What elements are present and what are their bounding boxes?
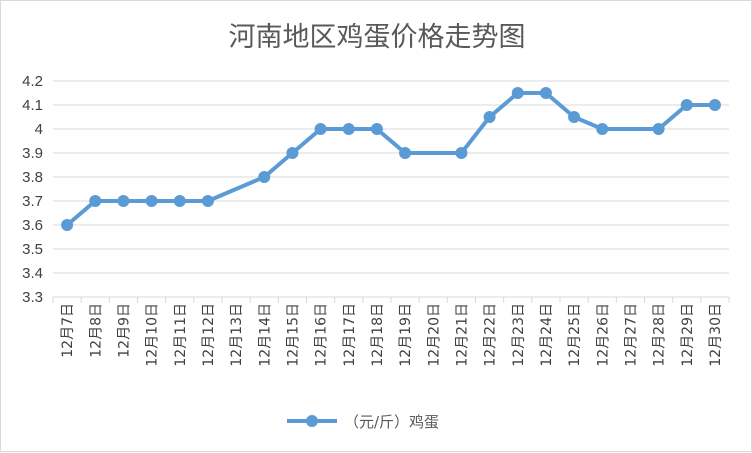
x-tick-label: 12月11日 <box>173 303 189 367</box>
data-point <box>539 87 552 99</box>
x-tick-label: 12月27日 <box>623 303 639 367</box>
x-tick-label: 12月17日 <box>342 303 358 367</box>
data-point <box>568 111 581 123</box>
y-tick-label: 3.8 <box>22 169 43 186</box>
legend-label: （元/斤）鸡蛋 <box>344 413 439 431</box>
x-tick-label: 12月20日 <box>426 303 442 367</box>
data-point <box>117 195 130 207</box>
y-tick-label: 4.2 <box>22 73 43 90</box>
x-tick-label: 12月9日 <box>116 303 132 358</box>
series-eggs <box>61 87 721 231</box>
y-tick-label: 3.5 <box>22 241 43 258</box>
data-point <box>286 147 299 159</box>
x-tick-label: 12月23日 <box>511 303 527 367</box>
data-point <box>652 123 665 135</box>
legend-marker <box>306 415 318 427</box>
y-tick-label: 3.9 <box>22 145 43 162</box>
y-tick-label: 4.1 <box>22 97 43 114</box>
y-axis-ticks: 3.3 3.4 3.5 3.6 3.7 3.8 3.9 4 4.1 4.2 <box>22 73 43 306</box>
y-tick-label: 4 <box>35 121 43 138</box>
x-tick-label: 12月18日 <box>370 303 386 367</box>
y-tick-label: 3.6 <box>22 217 43 234</box>
x-tick-label: 12月26日 <box>595 303 611 367</box>
x-tick-label: 12月24日 <box>539 303 555 367</box>
data-point <box>201 195 214 207</box>
x-tick-label: 12月7日 <box>60 303 76 358</box>
x-tick-label: 12月19日 <box>398 303 414 367</box>
x-tick-label: 12月25日 <box>567 303 583 367</box>
x-tick-label: 12月13日 <box>229 303 245 367</box>
x-tick-label: 12月29日 <box>680 303 696 367</box>
data-point <box>596 123 609 135</box>
x-tick-label: 12月8日 <box>88 303 104 358</box>
y-tick-label: 3.7 <box>22 193 43 210</box>
data-point <box>314 123 327 135</box>
data-point <box>483 111 496 123</box>
legend: （元/斤）鸡蛋 <box>287 413 439 431</box>
x-tick-label: 12月12日 <box>201 303 217 367</box>
x-tick-label: 12月16日 <box>314 303 330 367</box>
y-tick-label: 3.4 <box>22 265 43 282</box>
data-point <box>89 195 102 207</box>
x-axis: 12月7日 12月8日 12月9日 12月10日 12月11日 12月12日 12月13日 1… <box>52 297 730 367</box>
x-tick-label: 12月30日 <box>708 303 724 367</box>
data-point <box>370 123 383 135</box>
data-point <box>680 99 693 111</box>
data-point <box>61 219 74 231</box>
data-point <box>173 195 186 207</box>
x-tick-label: 12月28日 <box>652 303 668 367</box>
data-point <box>258 171 271 183</box>
x-tick-label: 12月21日 <box>454 303 470 367</box>
chart-title: 河南地区鸡蛋价格走势图 <box>229 22 526 53</box>
x-tick-label: 12月22日 <box>483 303 499 367</box>
y-tick-label: 3.3 <box>22 289 43 306</box>
data-point <box>455 147 468 159</box>
data-point <box>145 195 158 207</box>
gridlines <box>53 80 729 298</box>
data-point <box>399 147 412 159</box>
x-tick-label: 12月15日 <box>285 303 301 367</box>
x-tick-label: 12月10日 <box>145 303 161 367</box>
data-point <box>511 87 524 99</box>
series-line <box>65 91 715 227</box>
data-point <box>708 99 721 111</box>
data-point <box>342 123 355 135</box>
x-tick-label: 12月14日 <box>257 303 273 367</box>
